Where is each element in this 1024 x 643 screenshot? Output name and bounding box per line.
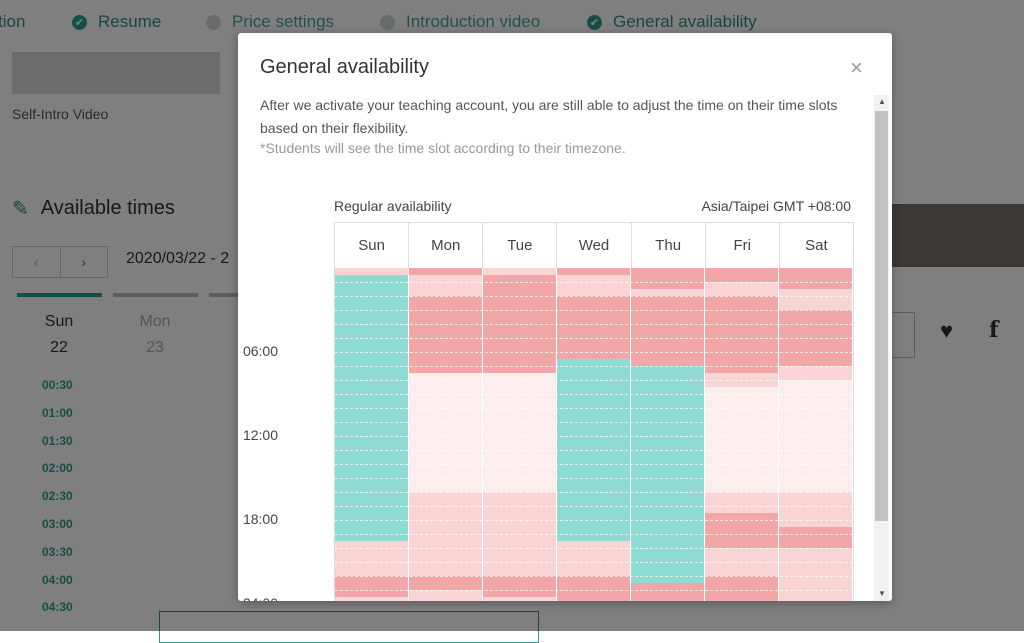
day-column-sun[interactable] [335, 268, 409, 601]
grid-line [335, 520, 853, 521]
availability-block-light[interactable] [779, 492, 852, 527]
grid-line [335, 338, 853, 339]
availability-block-light[interactable] [631, 289, 704, 296]
y-tick-label: 24:00 [243, 595, 278, 601]
availability-block-light[interactable] [779, 366, 852, 380]
grid-line [335, 492, 853, 493]
availability-block-available[interactable] [631, 366, 704, 583]
availability-block-light[interactable] [335, 268, 408, 275]
availability-block-busy[interactable] [409, 268, 482, 275]
availability-block-lightest[interactable] [705, 387, 778, 492]
availability-block-busy[interactable] [705, 296, 778, 373]
weekday-header: Tue [483, 223, 558, 268]
grid-line [335, 366, 853, 367]
availability-block-busy[interactable] [779, 268, 852, 289]
timezone-note: *Students will see the time slot accordi… [260, 140, 626, 156]
y-tick-label: 18:00 [242, 511, 278, 527]
weekday-header: Mon [409, 223, 484, 268]
availability-block-light[interactable] [335, 597, 408, 601]
grid-line [335, 534, 853, 535]
availability-block-busy[interactable] [705, 268, 778, 282]
availability-block-busy[interactable] [409, 296, 482, 373]
availability-block-lightest[interactable] [409, 373, 482, 492]
grid-line [335, 436, 853, 437]
grid-line [335, 296, 853, 297]
availability-block-light[interactable] [779, 289, 852, 310]
availability-block-busy[interactable] [779, 527, 852, 548]
scroll-down-icon[interactable]: ▼ [878, 589, 886, 598]
grid-line [335, 380, 853, 381]
availability-block-light[interactable] [335, 541, 408, 576]
availability-block-busy[interactable] [557, 296, 630, 359]
availability-block-light[interactable] [705, 492, 778, 513]
calendar-body [335, 268, 853, 601]
availability-block-light[interactable] [483, 268, 556, 275]
grid-line [335, 422, 853, 423]
grid-line [335, 352, 853, 353]
availability-block-busy[interactable] [631, 583, 704, 601]
weekday-header: Fri [706, 223, 780, 268]
weekday-header: Thu [632, 223, 706, 268]
availability-block-light[interactable] [557, 275, 630, 296]
grid-line [335, 394, 853, 395]
grid-line [335, 590, 853, 591]
y-tick-label: 06:00 [242, 343, 278, 359]
grid-line [335, 450, 853, 451]
grid-line [335, 324, 853, 325]
weekday-header: Sun [335, 223, 410, 268]
grid-line [335, 548, 853, 549]
grid-line [335, 506, 853, 507]
grid-line [335, 562, 853, 563]
availability-block-light[interactable] [705, 282, 778, 296]
modal-scrollbar[interactable]: ▲ ▼ [874, 95, 889, 601]
y-tick-label: 12:00 [242, 427, 278, 443]
general-availability-modal: General availability × After we activate… [238, 33, 892, 601]
availability-block-busy[interactable] [631, 268, 704, 289]
availability-calendar: Sun Mon Tue Wed Thu Fri Sat [334, 222, 854, 601]
grid-line [335, 310, 853, 311]
weekday-header: Wed [557, 223, 632, 268]
modal-title: General availability [260, 56, 429, 78]
grid-line [335, 282, 853, 283]
availability-block-busy[interactable] [335, 576, 408, 597]
grid-line [335, 478, 853, 479]
grid-line [335, 464, 853, 465]
day-column-mon[interactable] [409, 268, 483, 601]
modal-description: After we activate your teaching account,… [260, 97, 838, 136]
day-column-thu[interactable] [631, 268, 705, 601]
regular-availability-label: Regular availability [334, 198, 452, 214]
grid-line [335, 408, 853, 409]
day-column-sat[interactable] [779, 268, 853, 601]
grid-line [335, 576, 853, 577]
availability-block-light[interactable] [409, 590, 482, 601]
availability-block-busy[interactable] [705, 513, 778, 548]
availability-block-lightest[interactable] [483, 373, 556, 492]
availability-block-light[interactable] [779, 548, 852, 601]
day-column-tue[interactable] [483, 268, 557, 601]
availability-block-busy[interactable] [557, 268, 630, 275]
calendar-header: Sun Mon Tue Wed Thu Fri Sat [335, 223, 853, 269]
availability-block-busy[interactable] [483, 289, 556, 373]
availability-block-light[interactable] [483, 597, 556, 601]
close-icon[interactable]: × [850, 55, 863, 80]
availability-block-busy[interactable] [631, 296, 704, 366]
availability-block-busy[interactable] [483, 576, 556, 597]
scroll-up-icon[interactable]: ▲ [878, 97, 886, 106]
weekday-header: Sat [805, 237, 828, 254]
availability-block-light[interactable] [409, 282, 482, 296]
availability-block-busy[interactable] [705, 576, 778, 601]
timezone-label: Asia/Taipei GMT +08:00 [701, 198, 851, 214]
availability-block-busy[interactable] [557, 576, 630, 601]
availability-block-light[interactable] [409, 275, 482, 282]
availability-block-light[interactable] [557, 541, 630, 576]
availability-block-busy[interactable] [409, 576, 482, 590]
day-column-wed[interactable] [557, 268, 631, 601]
day-column-fri[interactable] [705, 268, 779, 601]
scrollbar-thumb[interactable] [875, 111, 888, 521]
